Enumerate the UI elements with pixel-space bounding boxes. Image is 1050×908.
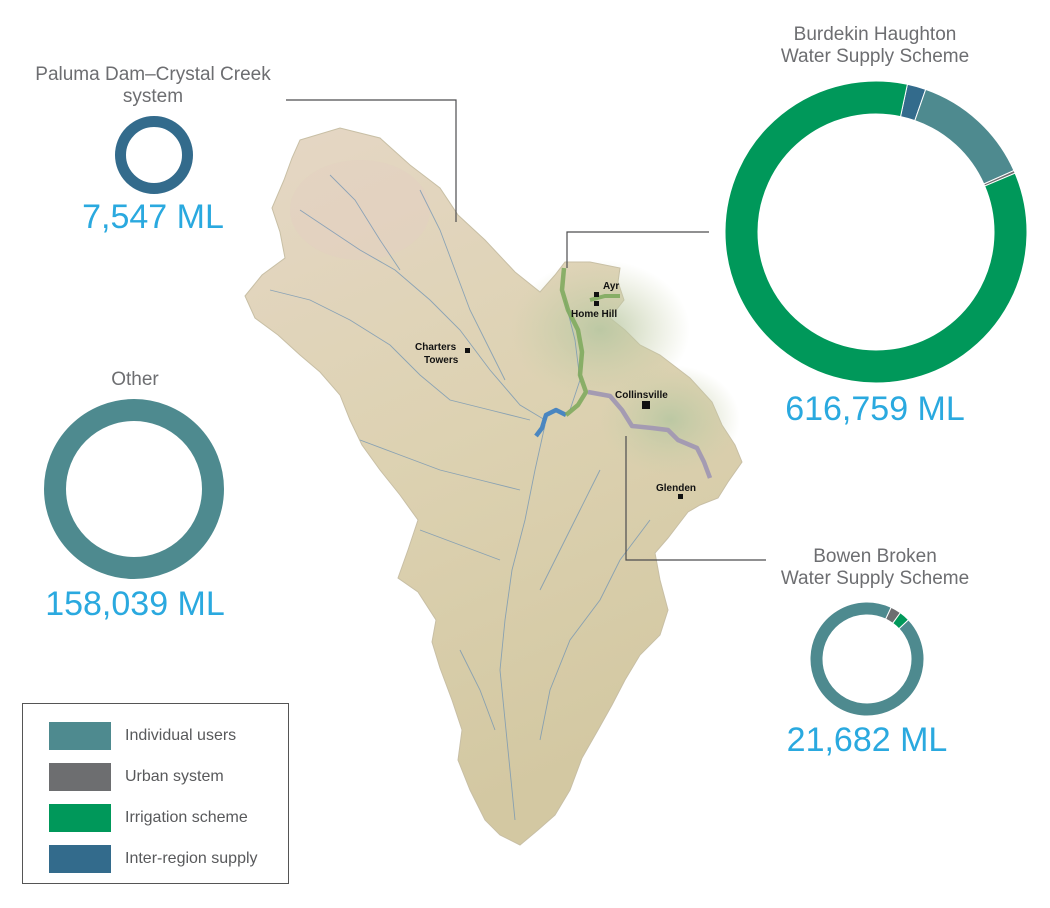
chart-title-bowen-line2: Water Supply Scheme xyxy=(780,568,970,589)
donut-slice-individual-users xyxy=(809,601,925,717)
town-label-ayr: Ayr xyxy=(603,281,619,292)
donut-chart-burdekin xyxy=(724,80,1028,384)
legend-item-urban-system: Urban system xyxy=(49,763,224,791)
town-label-charters-towers-line2: Towers xyxy=(424,355,459,366)
town-marker-ayr xyxy=(594,292,599,297)
legend-swatch-urban-system xyxy=(49,763,111,791)
legend: Individual users Urban system Irrigation… xyxy=(22,703,289,884)
legend-label-individual-users: Individual users xyxy=(125,727,237,744)
town-marker-collinsville xyxy=(642,401,650,409)
chart-title-other-line1: Other xyxy=(111,369,159,390)
legend-swatch-irrigation-scheme xyxy=(49,804,111,832)
coastal-hills xyxy=(510,260,690,400)
chart-total-other: 158,039 ML xyxy=(45,585,225,623)
chart-title-bowen: Bowen Broken Water Supply Scheme xyxy=(737,546,1013,590)
callout-bowen xyxy=(625,436,766,561)
legend-swatch-individual-users xyxy=(49,722,111,750)
town-label-glenden: Glenden xyxy=(656,483,696,494)
chart-title-burdekin-line1: Burdekin Haughton xyxy=(793,24,957,45)
legend-label-irrigation-scheme: Irrigation scheme xyxy=(125,809,248,826)
chart-title-burdekin: Burdekin Haughton Water Supply Scheme xyxy=(735,24,1015,68)
donut-slice-inter-region-supply xyxy=(115,116,193,194)
town-marker-glenden xyxy=(678,494,683,499)
irrigation-channel-delta xyxy=(589,294,620,302)
legend-label-inter-region-supply: Inter-region supply xyxy=(125,850,258,867)
town-label-charters-towers: Charters xyxy=(415,342,457,353)
chart-title-paluma: Paluma Dam–Crystal Creek system xyxy=(18,64,288,108)
chart-title-paluma-line2: system xyxy=(122,86,184,107)
chart-title-burdekin-line2: Water Supply Scheme xyxy=(780,46,970,67)
donut-chart-bowen xyxy=(809,601,925,717)
legend-item-inter-region-supply: Inter-region supply xyxy=(49,845,258,873)
donut-slice-irrigation-scheme xyxy=(724,80,1028,384)
donut-chart-other xyxy=(44,399,224,579)
chart-title-paluma-line1: Paluma Dam–Crystal Creek xyxy=(35,64,271,85)
dam-reservoir xyxy=(534,407,568,438)
callout-paluma xyxy=(286,99,457,222)
chart-total-burdekin: 616,759 ML xyxy=(785,390,965,428)
chart-total-paluma: 7,547 ML xyxy=(82,198,224,236)
legend-item-individual-users: Individual users xyxy=(49,722,236,750)
town-label-collinsville: Collinsville xyxy=(615,390,668,401)
legend-item-irrigation-scheme: Irrigation scheme xyxy=(49,804,248,832)
donut-chart-paluma xyxy=(115,116,193,194)
town-label-home-hill: Home Hill xyxy=(571,309,617,320)
chart-title-other: Other xyxy=(35,369,235,391)
eastern-hills xyxy=(600,365,740,475)
donut-slice-individual-users xyxy=(914,88,1015,185)
callout-lines xyxy=(286,99,766,561)
water-pipeline xyxy=(587,389,713,479)
river-network xyxy=(269,174,651,821)
northern-hills xyxy=(290,160,430,260)
callout-burdekin xyxy=(566,231,709,268)
chart-total-bowen: 21,682 ML xyxy=(786,721,948,759)
chart-title-bowen-line1: Bowen Broken xyxy=(813,546,937,567)
donut-slice-individual-users xyxy=(44,399,224,579)
town-marker-home-hill xyxy=(594,301,599,306)
irrigation-channel xyxy=(559,267,589,417)
legend-swatch-inter-region-supply xyxy=(49,845,111,873)
town-marker-charters-towers xyxy=(465,348,470,353)
legend-label-urban-system: Urban system xyxy=(125,768,224,785)
town-markers: Ayr Home Hill Charters Towers Collinsvil… xyxy=(415,281,696,499)
